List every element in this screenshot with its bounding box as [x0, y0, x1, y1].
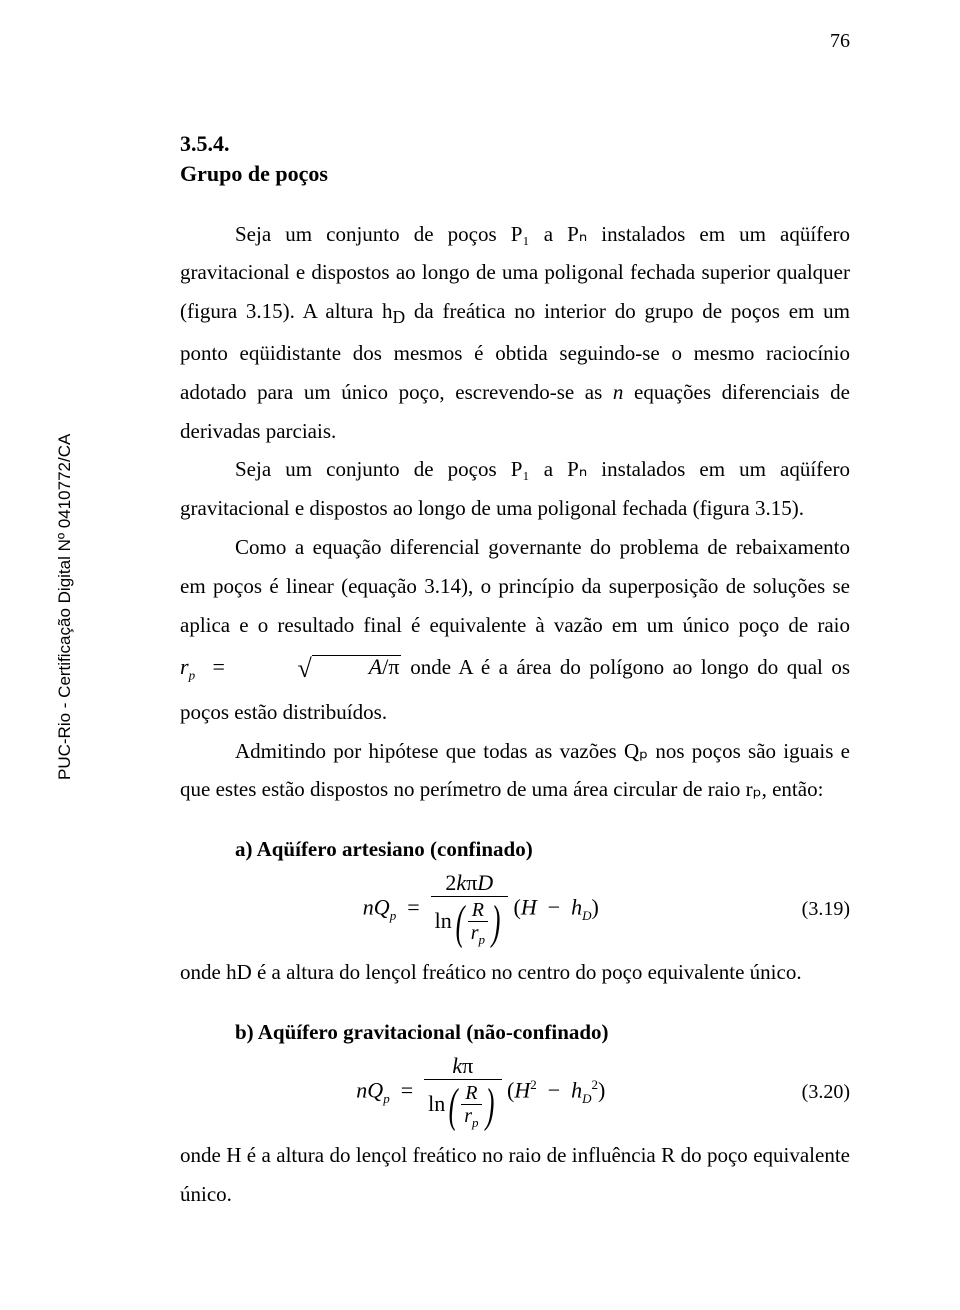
- page-content: 3.5.4. Grupo de poços Seja um conjunto d…: [180, 130, 850, 1214]
- hD-sub: D: [392, 307, 405, 327]
- eq319-hD: D: [582, 908, 591, 923]
- after-eq-b: onde H é a altura do lençol freático no …: [180, 1136, 850, 1214]
- subhead-b: b) Aqüífero gravitacional (não-confinado…: [235, 1020, 850, 1045]
- eq319-minus: −: [548, 895, 560, 920]
- eq320-k: k: [452, 1053, 462, 1078]
- eq319-rp: p: [479, 932, 486, 947]
- p3-text-a: Como a equação diferencial governante do…: [180, 535, 850, 637]
- rp-A: A: [369, 654, 382, 679]
- eq320-n: n: [356, 1078, 367, 1103]
- eq320-h: h: [571, 1078, 582, 1103]
- eq319-D: D: [477, 870, 493, 895]
- eq319-k: k: [456, 870, 466, 895]
- paragraph-1: Seja um conjunto de poços P₁ a Pₙ instal…: [180, 215, 850, 451]
- page-number: 76: [830, 30, 850, 53]
- eq319-ln: ln: [435, 908, 452, 933]
- eq319-number: (3.19): [782, 898, 850, 921]
- rp-r: r: [180, 654, 189, 679]
- eq319-p: p: [390, 908, 397, 923]
- eq320-r: r: [464, 1105, 472, 1127]
- eq320-R: R: [465, 1082, 477, 1104]
- eq319-2: 2: [445, 870, 456, 895]
- certification-label: PUC-Rio - Certificação Digital Nº 041077…: [55, 434, 75, 780]
- eq319-h: h: [571, 895, 582, 920]
- after-eq-a: onde hD é a altura do lençol freático no…: [180, 953, 850, 992]
- paragraph-4: Admitindo por hipótese que todas as vazõ…: [180, 732, 850, 810]
- eq319-R: R: [472, 899, 484, 921]
- n-italic: n: [613, 380, 624, 404]
- eq320-ln: ln: [428, 1091, 445, 1116]
- rp-pi: π: [388, 654, 399, 679]
- paragraph-3: Como a equação diferencial governante do…: [180, 528, 850, 731]
- rp-p: p: [189, 667, 196, 682]
- eq320-pi: π: [462, 1053, 473, 1078]
- equation-3-19: nQp = 2kπD ln(Rrp) (H − hD) (3.19): [180, 872, 850, 947]
- section-title: Grupo de poços: [180, 161, 850, 187]
- eq319-Q: Q: [374, 895, 390, 920]
- eq320-Q: Q: [367, 1078, 383, 1103]
- eq320-hD: D: [582, 1091, 591, 1106]
- eq320-rp: p: [472, 1115, 479, 1130]
- eq320-H: H: [514, 1078, 530, 1103]
- eq320-H2: 2: [530, 1077, 537, 1092]
- equation-3-20: nQp = kπ ln(Rrp) (H2 − hD2) (3.20): [180, 1055, 850, 1130]
- paragraph-2: Seja um conjunto de poços P₁ a Pₙ instal…: [180, 450, 850, 528]
- subhead-a: a) Aqüífero artesiano (confinado): [235, 837, 850, 862]
- section-number: 3.5.4.: [180, 130, 850, 159]
- eq319-n: n: [363, 895, 374, 920]
- inline-formula-rp: rp = √A/π: [180, 654, 410, 679]
- eq319-pi: π: [466, 870, 477, 895]
- eq319-r: r: [471, 922, 479, 944]
- eq319-H: H: [521, 895, 537, 920]
- eq320-number: (3.20): [782, 1081, 850, 1104]
- eq320-p: p: [383, 1091, 390, 1106]
- eq320-minus: −: [548, 1078, 560, 1103]
